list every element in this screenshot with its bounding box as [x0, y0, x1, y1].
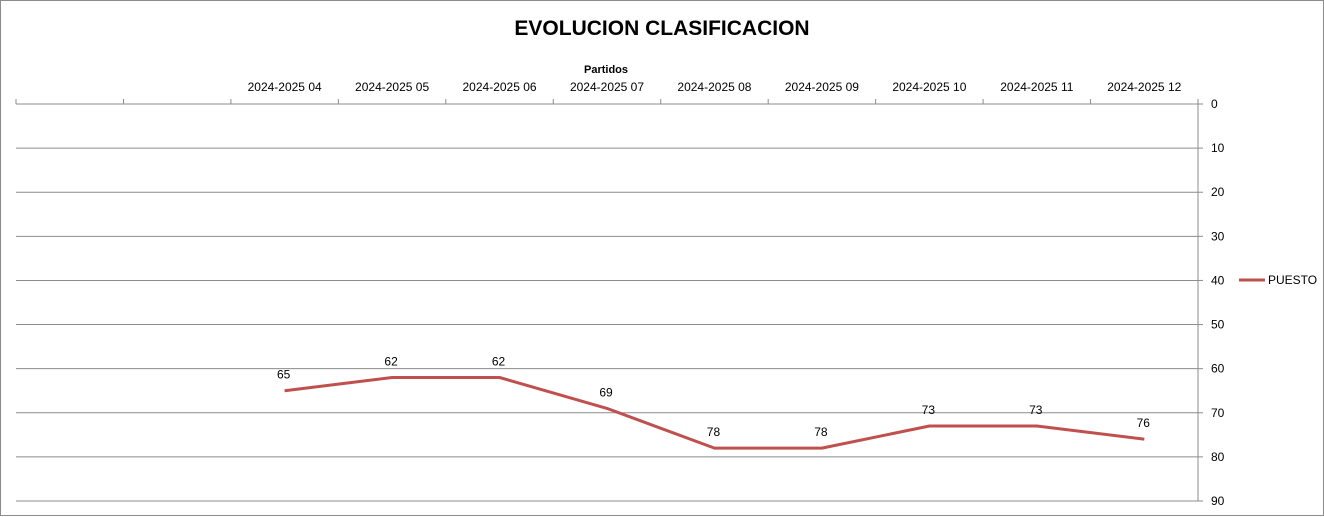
legend-label-puesto: PUESTO: [1268, 273, 1317, 287]
x-tick-label: 2024-2025 06: [463, 80, 537, 94]
chart-title: EVOLUCION CLASIFICACION: [514, 17, 809, 40]
x-tick-label: 2024-2025 04: [248, 80, 322, 94]
data-label: 62: [492, 354, 506, 368]
x-tick-label: 2024-2025 11: [1000, 80, 1074, 94]
y-tick-label: 30: [1211, 229, 1225, 243]
y-tick-label: 50: [1211, 318, 1225, 332]
gridlines: [16, 148, 1198, 501]
data-label: 69: [599, 385, 613, 399]
data-label: 78: [707, 425, 721, 439]
legend: PUESTO: [1239, 273, 1317, 287]
x-tick-label: 2024-2025 05: [355, 80, 429, 94]
data-label: 73: [1029, 403, 1043, 417]
x-tick-label: 2024-2025 09: [785, 80, 859, 94]
x-tick-label: 2024-2025 12: [1107, 80, 1181, 94]
y-tick-label: 80: [1211, 450, 1225, 464]
y-tick-label: 60: [1211, 362, 1225, 376]
y-tick-label: 90: [1211, 494, 1225, 508]
x-tick-label: 2024-2025 07: [570, 80, 644, 94]
data-label: 73: [922, 403, 936, 417]
y-tick-label: 0: [1211, 97, 1218, 111]
data-label: 76: [1137, 416, 1151, 430]
x-axis-label: Partidos: [584, 64, 628, 76]
data-label: 62: [384, 354, 398, 368]
x-tick-label: 2024-2025 08: [677, 80, 751, 94]
y-tick-label: 10: [1211, 141, 1225, 155]
y-tick-label: 20: [1211, 185, 1225, 199]
data-label: 78: [814, 425, 828, 439]
y-tick-label: 70: [1211, 406, 1225, 420]
data-label: 65: [277, 368, 291, 382]
axes: 0 10 20 30 40 50 60 70 80 90 2024-2025 04 2024-2025…: [16, 80, 1225, 508]
y-tick-label: 40: [1211, 273, 1225, 287]
x-tick-label: 2024-2025 10: [892, 80, 966, 94]
